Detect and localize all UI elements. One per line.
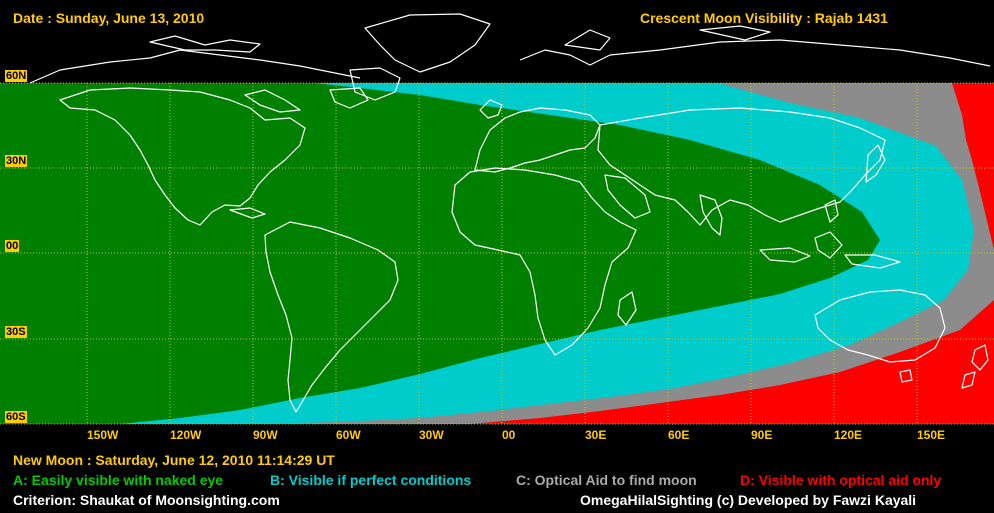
lon-label: 60E <box>668 428 690 442</box>
legend-zone-c: C: Optical Aid to find moon <box>516 472 697 488</box>
legend-zone-b: B: Visible if perfect conditions <box>270 472 472 488</box>
lon-label: 90W <box>253 428 278 442</box>
lat-label: 60N <box>5 70 28 82</box>
lon-label: 150E <box>917 428 946 442</box>
lat-label: 60S <box>5 411 27 423</box>
lat-label: 00 <box>5 240 20 252</box>
lon-label: 90E <box>751 428 773 442</box>
lon-label: 30W <box>419 428 444 442</box>
lon-label: 150W <box>87 428 119 442</box>
coastlines <box>29 13 991 413</box>
legend-zone-d: D: Visible with optical aid only <box>740 472 942 488</box>
lon-label: 00 <box>502 428 516 442</box>
map-title: Crescent Moon Visibility : Rajab 1431 <box>640 10 888 26</box>
lat-label: 30N <box>5 155 28 167</box>
lon-label: 30E <box>585 428 607 442</box>
new-moon-info: New Moon : Saturday, June 12, 2010 11:14… <box>13 452 335 468</box>
lat-label: 30S <box>5 326 27 338</box>
legend-zone-a: A: Easily visible with naked eye <box>13 472 224 488</box>
lon-label: 120W <box>170 428 202 442</box>
lon-label: 120E <box>834 428 863 442</box>
credit-label: OmegaHilalSighting (c) Developed by Fawz… <box>580 492 917 508</box>
criterion-label: Criterion: Shaukat of Moonsighting.com <box>13 492 280 508</box>
lon-label: 60W <box>336 428 361 442</box>
date-label: Date : Sunday, June 13, 2010 <box>13 10 205 26</box>
